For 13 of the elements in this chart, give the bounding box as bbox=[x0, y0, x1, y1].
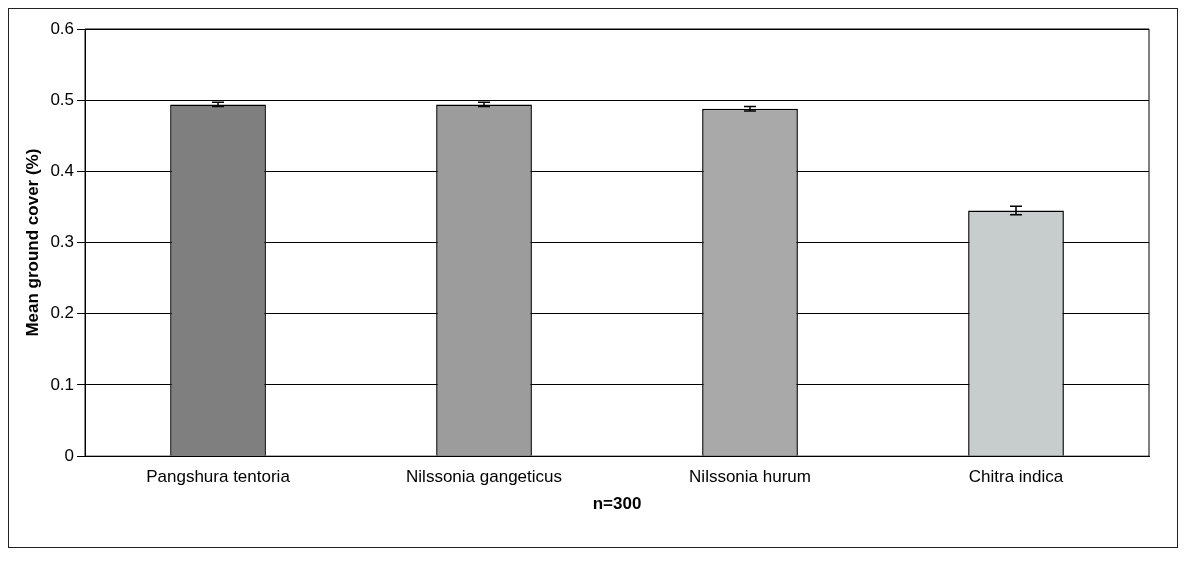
y-tick-label: 0.4 bbox=[50, 161, 75, 181]
x-tick-label: Pangshura tentoria bbox=[146, 467, 291, 487]
y-tick-label: 0.2 bbox=[50, 303, 75, 323]
y-tick-label: 0.3 bbox=[50, 232, 75, 252]
x-tick-label: Nilssonia gangeticus bbox=[406, 467, 562, 487]
y-tick-label: 0.1 bbox=[50, 374, 75, 394]
x-axis-title: n=300 bbox=[592, 494, 642, 514]
x-tick-label: Chitra indica bbox=[968, 467, 1064, 487]
y-tick-label: 0.6 bbox=[50, 18, 75, 38]
y-tick-label: 0.5 bbox=[50, 89, 75, 109]
y-tick-label: 0 bbox=[64, 445, 75, 465]
x-tick-label: Nilssonia hurum bbox=[689, 467, 811, 487]
y-axis-title: Mean ground cover (%) bbox=[22, 148, 42, 337]
